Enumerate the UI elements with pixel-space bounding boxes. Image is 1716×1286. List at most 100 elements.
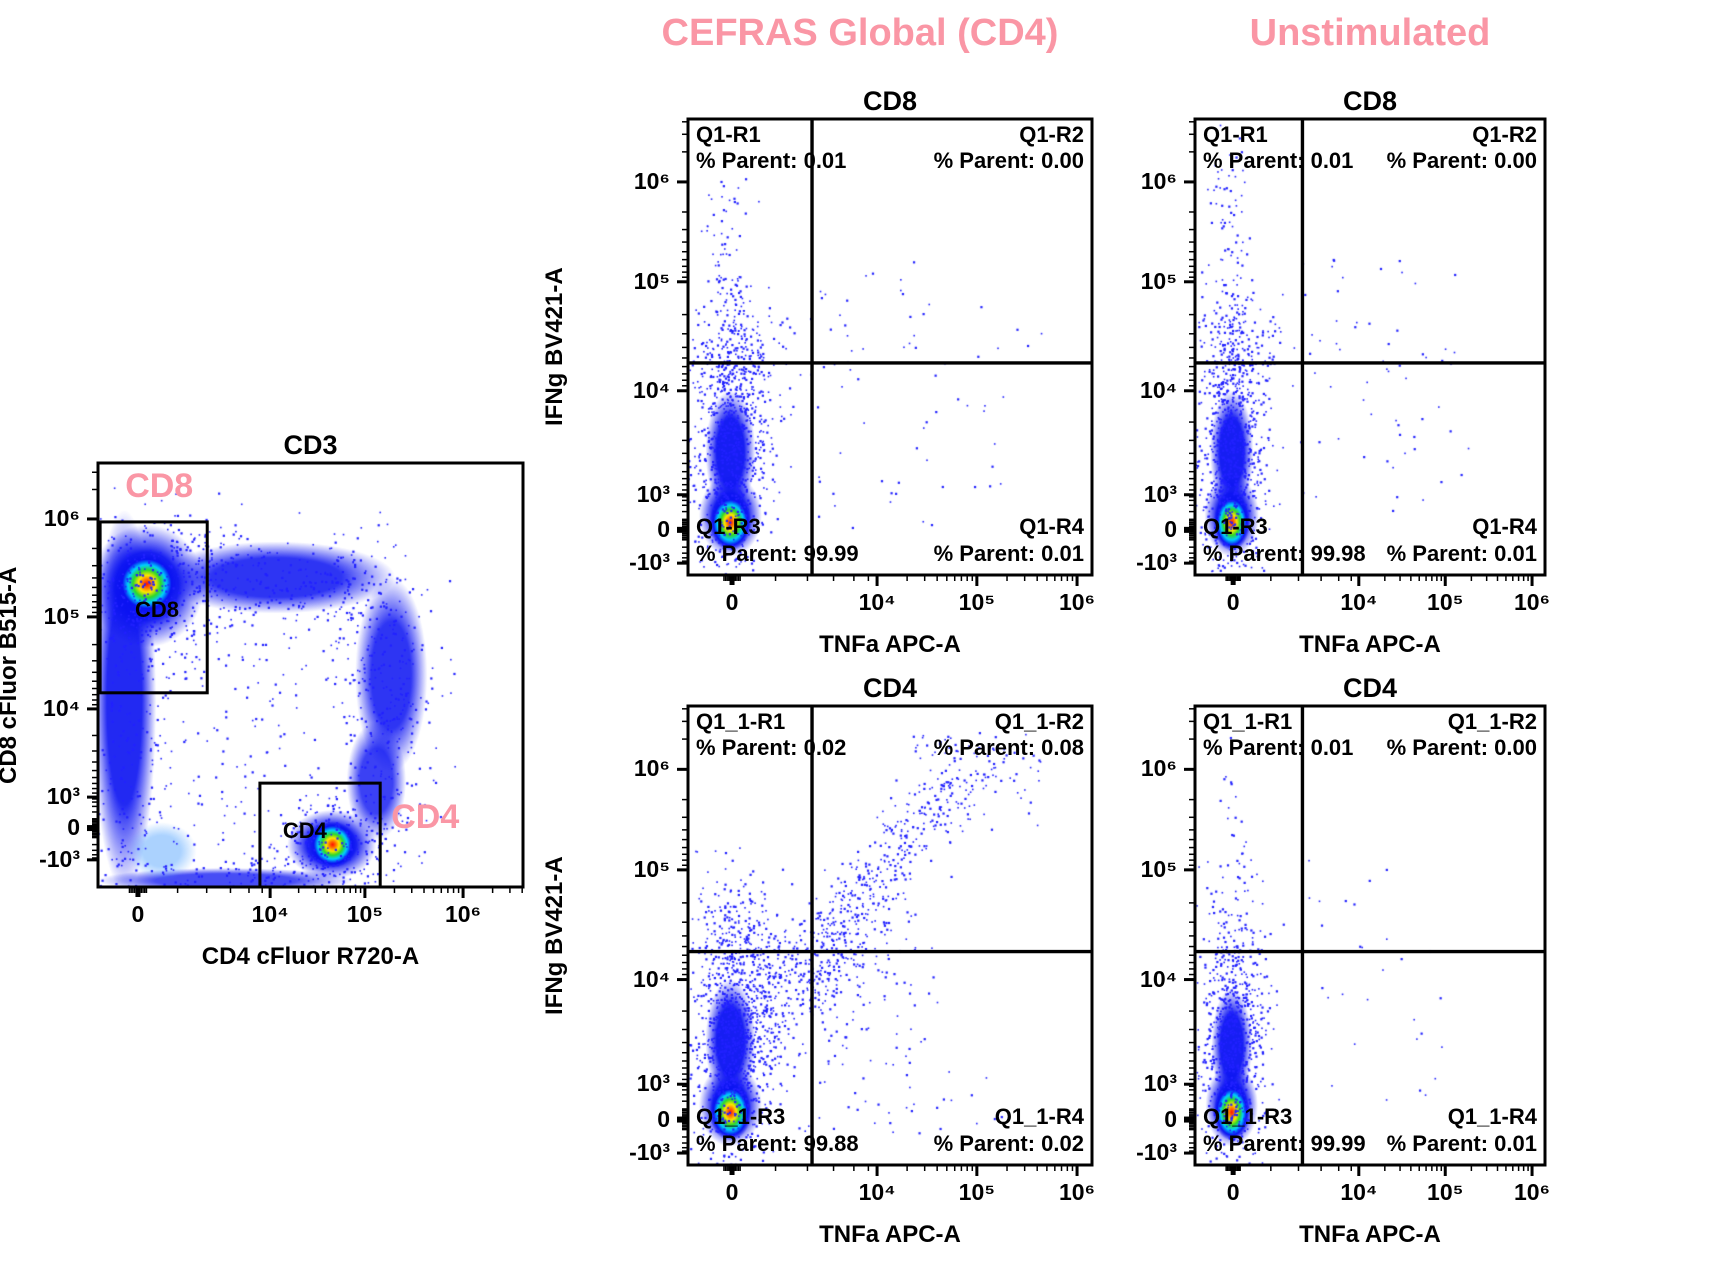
plot-title: CD4	[862, 673, 917, 703]
x-tick-label: 0	[1226, 589, 1240, 615]
y-tick-label: 10⁴	[1140, 376, 1177, 403]
x-tick-label: 10⁶	[1058, 1179, 1096, 1205]
quadrant-percent: % Parent: 99.98	[1203, 540, 1366, 566]
x-tick-label: 10⁴	[1340, 589, 1378, 615]
quadrant-percent: % Parent: 0.01	[696, 148, 847, 174]
quadrant-percent: % Parent: 0.01	[1386, 1130, 1537, 1156]
y-tick-label: -10³	[629, 1139, 670, 1166]
x-axis-label: TNFa APC-A	[819, 1221, 961, 1248]
flow-plot-cd4-stimulated: CD4 IFNg BV421-A Q1_1-R1 % Parent: 0.02 …	[541, 673, 1095, 1248]
quadrant-label-q1-r3: Q1-R3 % Parent: 99.98	[1203, 514, 1366, 567]
y-tick-label: 10⁵	[1140, 855, 1177, 882]
quadrant-percent: % Parent: 0.08	[933, 735, 1084, 761]
y-tick-label: 10⁵	[43, 602, 80, 629]
x-axis-label: TNFa APC-A	[819, 631, 961, 658]
y-tick-label: 10³	[636, 1070, 670, 1097]
y-tick-label: -10³	[1136, 1139, 1177, 1166]
x-tick-label: 10⁵	[958, 1179, 996, 1205]
y-tick-label: 10⁴	[1140, 965, 1177, 992]
x-tick-label: 10⁵	[346, 901, 384, 927]
x-tick-label: 10⁵	[1427, 589, 1464, 615]
y-tick-label: 0	[657, 515, 670, 542]
y-tick-label: 10⁶	[1140, 755, 1177, 782]
quadrant-name: Q1-R4	[1019, 514, 1084, 540]
quadrant-percent: % Parent: 99.99	[1203, 1130, 1366, 1156]
y-tick-label: 0	[67, 814, 80, 841]
quadrant-label-q1_1-r2: Q1_1-R2 % Parent: 0.08	[934, 709, 1084, 762]
y-tick-label: 10³	[1143, 480, 1177, 507]
y-axis-label	[1047, 119, 1077, 575]
gate-label-cd8-pink: CD8	[125, 467, 194, 506]
flow-plot-cd4-unstimulated: CD4 Q1_1-R1 % Parent: 0.01 Q1_1-R2 % Par…	[1136, 673, 1550, 1248]
x-tick-label: 10⁴	[251, 901, 289, 927]
quadrant-label-q1-r2: Q1-R2 % Parent: 0.00	[1387, 122, 1537, 175]
plot-title: CD3	[283, 430, 338, 460]
quadrant-name: Q1_1-R1	[696, 709, 786, 734]
y-tick-label: 10³	[636, 480, 670, 507]
x-tick-label: 10⁴	[1340, 1179, 1378, 1205]
y-axis-label: IFNg BV421-A	[541, 856, 568, 1015]
quadrant-label-q1-r4: Q1-R4 % Parent: 0.01	[1387, 514, 1537, 567]
scatter-density-canvas	[688, 706, 1092, 1165]
quadrant-name: Q1_1-R2	[994, 709, 1084, 734]
quadrant-label-q1_1-r4: Q1_1-R4 % Parent: 0.01	[1387, 1104, 1537, 1157]
y-tick-label: 0	[1164, 515, 1177, 542]
x-tick-label: 10⁴	[858, 1179, 896, 1205]
quadrant-name: Q1_1-R3	[696, 1104, 786, 1130]
quadrant-label-q1_1-r2: Q1_1-R2 % Parent: 0.00	[1387, 709, 1537, 762]
quadrant-label-q1_1-r4: Q1_1-R4 % Parent: 0.02	[934, 1104, 1084, 1157]
quadrant-label-q1_1-r3: Q1_1-R3 % Parent: 99.88	[696, 1104, 859, 1157]
scatter-density-canvas	[1195, 706, 1545, 1165]
y-tick-label: -10³	[1136, 549, 1177, 576]
quadrant-name: Q1-R1	[696, 122, 761, 147]
quadrant-percent: % Parent: 0.01	[1386, 540, 1537, 566]
quadrant-label-q1-r4: Q1-R4 % Parent: 0.01	[934, 514, 1084, 567]
x-tick-label: 0	[725, 1179, 739, 1205]
quadrant-name: Q1-R2	[1472, 122, 1537, 147]
gate-label-cd8-black: CD8	[134, 596, 179, 622]
y-tick-label: 10³	[46, 783, 80, 810]
y-tick-label: 10⁶	[633, 167, 670, 194]
plot-title: CD4	[1342, 673, 1397, 703]
y-tick-label: 10⁵	[633, 855, 670, 882]
y-tick-label: 10⁴	[633, 376, 670, 403]
quadrant-name: Q1_1-R1	[1203, 709, 1293, 734]
plot-title: CD8	[1342, 86, 1397, 116]
quadrant-name: Q1-R3	[696, 514, 761, 540]
quadrant-percent: % Parent: 0.00	[1386, 148, 1537, 174]
quadrant-name: Q1_1-R3	[1203, 1104, 1293, 1130]
y-tick-label: 10⁶	[43, 504, 80, 531]
quadrant-label-q1-r3: Q1-R3 % Parent: 99.99	[696, 514, 859, 567]
quadrant-label-q1-r1: Q1-R1 % Parent: 0.01	[696, 122, 846, 175]
y-tick-label: 10⁵	[633, 267, 670, 294]
x-tick-label: 10⁶	[1513, 589, 1551, 615]
quadrant-name: Q1-R3	[1203, 514, 1268, 540]
plot-title: CD8	[862, 86, 917, 116]
y-tick-label: 10⁶	[1140, 167, 1177, 194]
quadrant-percent: % Parent: 0.00	[933, 148, 1084, 174]
column-header-stimulated: CEFRAS Global (CD4)	[661, 12, 1059, 54]
x-axis-label: TNFa APC-A	[1299, 1221, 1441, 1248]
x-tick-label: 10⁵	[958, 589, 996, 615]
x-tick-label: 0	[1226, 1179, 1240, 1205]
quadrant-label-q1_1-r1: Q1_1-R1 % Parent: 0.01	[1203, 709, 1353, 762]
quadrant-name: Q1-R4	[1472, 514, 1537, 540]
x-tick-label: 0	[131, 901, 145, 927]
x-axis-label: TNFa APC-A	[1299, 631, 1441, 658]
y-tick-label: 0	[1164, 1105, 1177, 1132]
quadrant-percent: % Parent: 99.99	[696, 540, 859, 566]
quadrant-percent: % Parent: 99.88	[696, 1130, 859, 1156]
scatter-density-canvas	[688, 119, 1092, 575]
x-tick-label: 10⁶	[1058, 589, 1096, 615]
quadrant-name: Q1-R1	[1203, 122, 1268, 147]
quadrant-name: Q1_1-R4	[994, 1104, 1084, 1130]
y-tick-label: 10³	[1143, 1070, 1177, 1097]
y-tick-label: 10⁶	[633, 755, 670, 782]
y-tick-label: 10⁴	[43, 694, 80, 721]
y-tick-label: 10⁴	[633, 965, 670, 992]
x-tick-label: 10⁵	[1427, 1179, 1464, 1205]
gate-label-cd4-pink: CD4	[391, 797, 460, 836]
column-header-unstimulated: Unstimulated	[1249, 12, 1491, 54]
y-tick-label: -10³	[629, 549, 670, 576]
